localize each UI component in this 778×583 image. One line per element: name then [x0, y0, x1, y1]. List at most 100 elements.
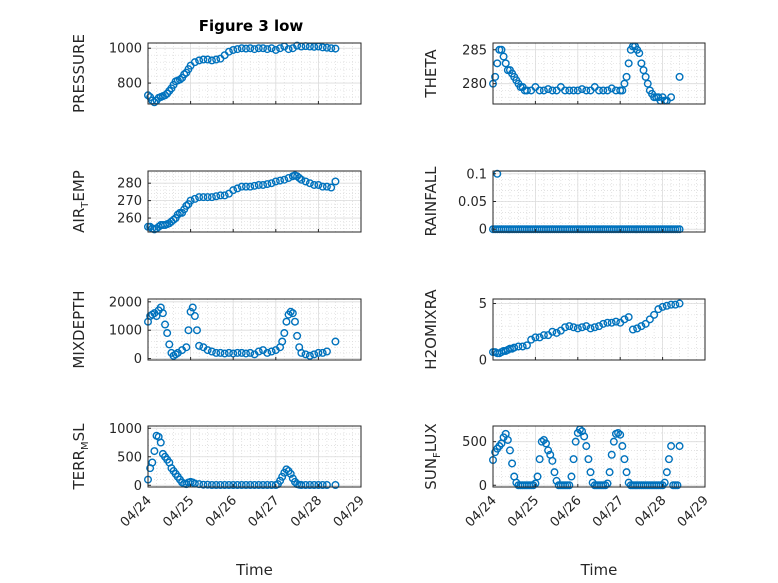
data-series: [143, 431, 340, 490]
data-series: [143, 171, 340, 234]
data-point: [190, 58, 199, 67]
x-tick-label: 04/25: [505, 493, 542, 530]
data-point: [622, 468, 631, 477]
data-point: [569, 323, 578, 332]
data-point: [233, 348, 242, 357]
data-point: [173, 210, 182, 219]
y-tick-label: 0: [134, 479, 142, 494]
x-tick-label: 04/27: [590, 493, 627, 530]
data-point: [229, 186, 238, 195]
data-point: [529, 481, 538, 490]
data-point: [161, 91, 170, 100]
data-point: [637, 59, 646, 68]
data-point: [250, 45, 259, 54]
data-point: [310, 481, 319, 490]
data-point: [254, 180, 263, 189]
data-point: [254, 347, 263, 356]
data-point: [158, 309, 167, 318]
data-point: [288, 309, 297, 318]
data-point: [667, 300, 676, 309]
data-point: [150, 98, 159, 107]
data-point: [318, 348, 327, 357]
data-point: [571, 437, 580, 446]
data-series: [489, 42, 684, 105]
data-point: [182, 343, 191, 352]
y-tick-label: 1000: [109, 324, 142, 339]
data-point: [675, 442, 684, 451]
data-point: [237, 348, 246, 357]
y-tick-label: 1000: [109, 422, 142, 437]
x-axis-label: Time: [580, 561, 618, 579]
data-point: [535, 333, 544, 342]
y-tick-label: 5: [479, 297, 487, 312]
data-point: [503, 435, 512, 444]
data-point: [224, 47, 233, 56]
data-point: [233, 184, 242, 193]
data-point: [522, 86, 531, 95]
data-point: [573, 86, 582, 95]
data-point: [195, 193, 204, 202]
data-point: [561, 323, 570, 332]
data-point: [229, 45, 238, 54]
data-point: [267, 179, 276, 188]
data-point: [254, 481, 263, 490]
data-point: [322, 43, 331, 52]
data-point: [582, 442, 591, 451]
data-point: [675, 299, 684, 308]
data-point: [565, 86, 574, 95]
data-point: [620, 79, 629, 88]
data-point: [250, 181, 259, 190]
data-point: [601, 481, 610, 490]
y-axis-label: RAINFALL: [422, 166, 440, 237]
y-tick-label: 0: [479, 479, 487, 494]
y-tick-label: 260: [117, 212, 142, 227]
data-point: [220, 481, 229, 490]
data-point: [203, 346, 212, 355]
data-point: [282, 465, 291, 474]
data-point: [301, 177, 310, 186]
data-point: [237, 182, 246, 191]
data-point: [271, 177, 280, 186]
data-point: [622, 72, 631, 81]
data-point: [241, 349, 250, 358]
data-point: [542, 439, 551, 448]
data-point: [322, 182, 331, 191]
data-point: [491, 72, 500, 81]
data-series: [143, 41, 340, 107]
data-point: [611, 317, 620, 326]
data-point: [660, 478, 669, 487]
data-point: [286, 469, 295, 478]
y-tick-label: 0: [479, 223, 487, 238]
data-point: [203, 193, 212, 202]
data-point: [586, 468, 595, 477]
data-point: [276, 176, 285, 185]
data-point: [614, 428, 623, 437]
data-point: [156, 438, 165, 447]
data-point: [514, 342, 523, 351]
y-tick-label: 800: [117, 77, 142, 92]
data-point: [639, 66, 648, 75]
data-point: [229, 481, 238, 490]
data-point: [207, 56, 216, 65]
data-point: [331, 44, 340, 53]
data-point: [505, 446, 514, 455]
data-point: [263, 45, 272, 54]
data-point: [246, 182, 255, 191]
data-point: [618, 86, 627, 95]
data-point: [161, 320, 170, 329]
data-point: [673, 481, 682, 490]
data-point: [310, 350, 319, 359]
data-point: [301, 481, 310, 490]
data-point: [188, 303, 197, 312]
data-point: [290, 317, 299, 326]
y-tick-label: 0: [134, 352, 142, 367]
data-point: [318, 182, 327, 191]
data-point: [607, 450, 616, 459]
data-point: [220, 349, 229, 358]
data-point: [282, 317, 291, 326]
y-tick-label: 2000: [109, 295, 142, 310]
data-point: [510, 343, 519, 352]
data-series: [489, 169, 684, 234]
y-axis-label: MIXDEPTH: [70, 290, 88, 368]
axes-frame: [492, 425, 706, 488]
